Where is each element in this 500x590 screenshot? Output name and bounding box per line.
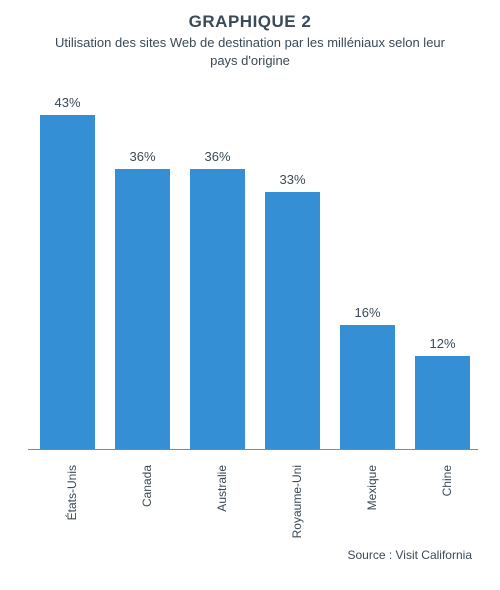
chart-title: GRAPHIQUE 2 [0,12,500,32]
bar-3: 33% [265,192,320,449]
x-label-4: Mexique [365,465,379,545]
bar-label-4: 16% [340,305,395,320]
bar-4: 16% [340,325,395,449]
bar-label-5: 12% [415,336,470,351]
source-text: Visit California [396,548,472,562]
x-label-1: Canada [140,465,154,545]
bar-1: 36% [115,169,170,449]
chart-header: GRAPHIQUE 2 Utilisation des sites Web de… [0,0,500,69]
bar-label-2: 36% [190,149,245,164]
source-prefix: Source : [347,548,395,562]
bar-0: 43% [40,115,95,449]
x-label-0: États-Unis [65,465,79,545]
x-axis-labels: États-Unis Canada Australie Royaume-Uni … [28,458,478,538]
x-label-5: Chine [440,465,454,545]
x-label-2: Australie [215,465,229,545]
bar-5: 12% [415,356,470,449]
bar-label-3: 33% [265,172,320,187]
bar-2: 36% [190,169,245,449]
bar-label-0: 43% [40,95,95,110]
x-label-3: Royaume-Uni [290,465,304,545]
source-label: Source : Visit California [347,548,472,562]
chart-plot-area: 43% 36% 36% 33% 16% 12% [28,100,478,450]
chart-subtitle: Utilisation des sites Web de destination… [0,34,500,69]
bar-label-1: 36% [115,149,170,164]
